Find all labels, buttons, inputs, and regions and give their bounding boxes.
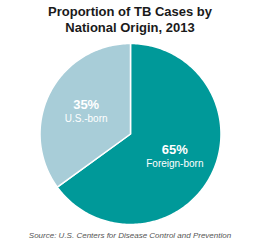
svg-text:U.S.-born: U.S.-born [65, 113, 108, 124]
html-text:Source: U.S. Centers for Disea: Source: U.S. Centers for Disease Control… [28, 231, 232, 240]
svg-text:65%: 65% [162, 142, 188, 157]
html-text:Proportion of TB Cases by Nati: Proportion of TB Cases by National Origi… [48, 4, 212, 35]
svg-text:Foreign-born: Foreign-born [146, 158, 203, 169]
svg-text:35%: 35% [73, 97, 99, 112]
